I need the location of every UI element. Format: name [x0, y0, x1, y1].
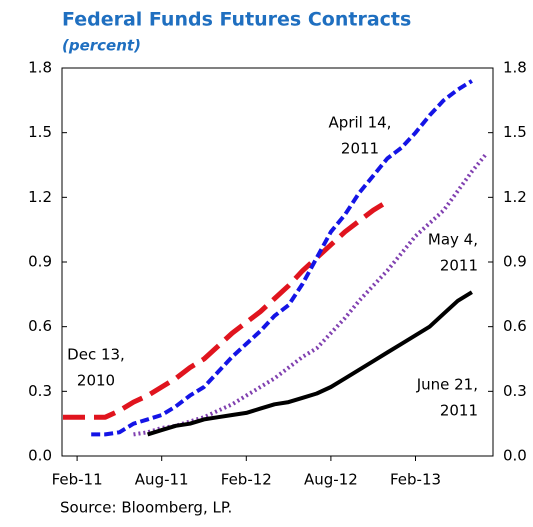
- x-tick-label: Feb-13: [390, 471, 441, 489]
- series-label: June 21,: [416, 376, 478, 394]
- y-tick-label: 1.5: [28, 123, 52, 141]
- y-tick-label: 0.3: [28, 382, 52, 400]
- y-tick-label: 0.6: [28, 317, 52, 335]
- y2-tick-label: 0.3: [503, 382, 527, 400]
- x-tick-label: Feb-11: [52, 471, 103, 489]
- y-tick-label: 0.9: [28, 253, 52, 271]
- series-label: Dec 13,: [67, 346, 125, 364]
- y2-tick-label: 1.8: [503, 59, 527, 77]
- source-note: Source: Bloomberg, LP.: [60, 499, 232, 517]
- series-line: [147, 290, 473, 437]
- series-line: [133, 152, 488, 437]
- y-tick-label: 1.8: [28, 59, 52, 77]
- y2-tick-label: 0.6: [503, 317, 527, 335]
- y-tick-label: 0.0: [28, 447, 52, 465]
- series-label: April 14,: [329, 114, 392, 132]
- x-tick-label: Aug-11: [135, 471, 189, 489]
- y2-tick-label: 1.2: [503, 188, 527, 206]
- x-tick-label: Feb-12: [221, 471, 272, 489]
- series-label: May 4,: [428, 231, 478, 249]
- x-tick-label: Aug-12: [304, 471, 358, 489]
- series-line: [91, 79, 473, 437]
- series-label: 2011: [440, 402, 478, 420]
- y2-tick-label: 0.9: [503, 253, 527, 271]
- chart-subtitle: (percent): [62, 37, 141, 55]
- y2-tick-label: 0.0: [503, 447, 527, 465]
- y-tick-label: 1.2: [28, 188, 52, 206]
- series-label: 2011: [440, 257, 478, 275]
- y2-tick-label: 1.5: [503, 123, 527, 141]
- series-label: 2010: [77, 372, 115, 390]
- plot-frame: [61, 67, 494, 457]
- series-label: 2011: [341, 140, 379, 158]
- chart-title: Federal Funds Futures Contracts: [62, 9, 411, 31]
- series-line: [63, 199, 389, 420]
